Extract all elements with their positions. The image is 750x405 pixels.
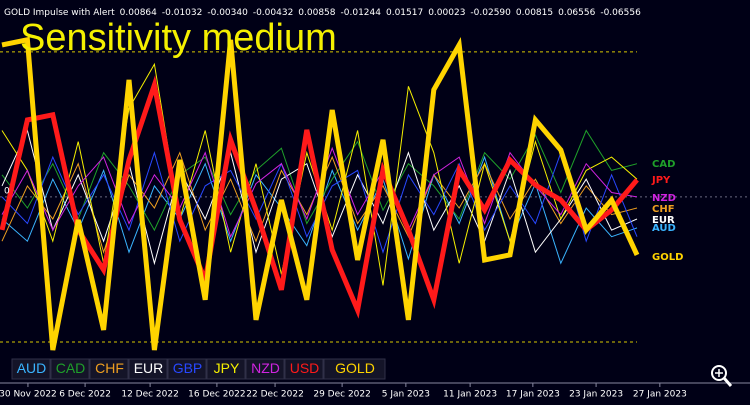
indicator-value: 0.06556 — [558, 8, 595, 18]
indicator-value: 0.00815 — [516, 8, 553, 18]
end-label: EUR — [652, 215, 675, 226]
legend-label: NZD — [251, 360, 280, 376]
zoom-icon-handle[interactable] — [722, 377, 733, 387]
end-label: GOLD — [652, 252, 683, 263]
indicator-value: 0.01517 — [386, 8, 423, 18]
legend-label: GBP — [173, 360, 203, 376]
annotation: Sensitivity medium — [20, 17, 337, 59]
legend-label: CHF — [95, 360, 124, 376]
x-tick-label: 23 Jan 2023 — [569, 390, 623, 400]
indicator-value: 0.00864 — [120, 8, 157, 18]
end-label: CHF — [652, 204, 675, 215]
legend-label: JPY — [214, 360, 240, 376]
indicator-value: -0.02590 — [470, 8, 511, 18]
legend: AUD CAD CHF EUR GBP JPY NZD USD GOLD — [11, 358, 386, 380]
x-tick-label: 12 Dec 2022 — [121, 390, 179, 400]
legend-cell — [284, 358, 324, 380]
x-tick-label: 29 Dec 2022 — [313, 390, 371, 400]
legend-label: GOLD — [335, 360, 375, 376]
x-tick-label: 22 Dec 2022 — [246, 390, 304, 400]
series-line — [1, 36, 640, 351]
legend-cell — [50, 358, 90, 380]
right-labels: CAD JPY NZD CHF EUR AUD GOLD — [651, 159, 683, 263]
zoom-icon[interactable] — [711, 365, 727, 381]
legend-cell — [245, 358, 285, 380]
legend-label: AUD — [17, 360, 47, 376]
indicator-header: GOLD Impulse with Alert 0.00864 -0.01032 -0… — [4, 8, 641, 18]
legend-label: EUR — [134, 360, 164, 376]
legend-cell — [323, 358, 386, 380]
indicator-value: -0.00432 — [253, 8, 293, 18]
indicator-value: -0.01032 — [162, 8, 202, 18]
legend-label: USD — [290, 360, 320, 376]
end-label: AUD — [652, 223, 676, 234]
x-tick-label: 30 Nov 2022 — [0, 390, 57, 400]
x-tick-label: 17 Jan 2023 — [506, 390, 560, 400]
indicator-value: 0.00858 — [298, 8, 335, 18]
end-label: NZD — [652, 193, 676, 204]
legend-cell — [89, 358, 129, 380]
end-label: CAD — [652, 159, 675, 170]
x-axis: 30 Nov 2022 6 Dec 2022 12 Dec 2022 16 Dec 2… — [0, 382, 750, 400]
legend-cell — [167, 358, 207, 380]
x-tick-label: 27 Jan 2023 — [633, 390, 687, 400]
y-tick-label: 0 — [4, 186, 10, 196]
x-tick-label: 5 Jan 2023 — [382, 390, 430, 400]
indicator-value: -0.00340 — [207, 8, 248, 18]
legend-label: CAD — [56, 360, 86, 376]
plot — [0, 36, 750, 351]
x-tick-label: 11 Jan 2023 — [443, 390, 497, 400]
indicator-value: -0.01244 — [341, 8, 382, 18]
indicator-value: -0.06556 — [600, 8, 641, 18]
legend-cell — [206, 358, 246, 380]
legend-cell — [128, 358, 168, 380]
indicator-name: GOLD Impulse with Alert — [4, 8, 115, 18]
indicator-value: 0.00023 — [428, 8, 465, 18]
legend-cell — [11, 358, 51, 380]
x-tick-label: 6 Dec 2022 — [59, 390, 111, 400]
x-tick-label: 16 Dec 2022 — [188, 390, 246, 400]
end-label: JPY — [651, 175, 671, 186]
zoom-button[interactable] — [711, 365, 733, 387]
